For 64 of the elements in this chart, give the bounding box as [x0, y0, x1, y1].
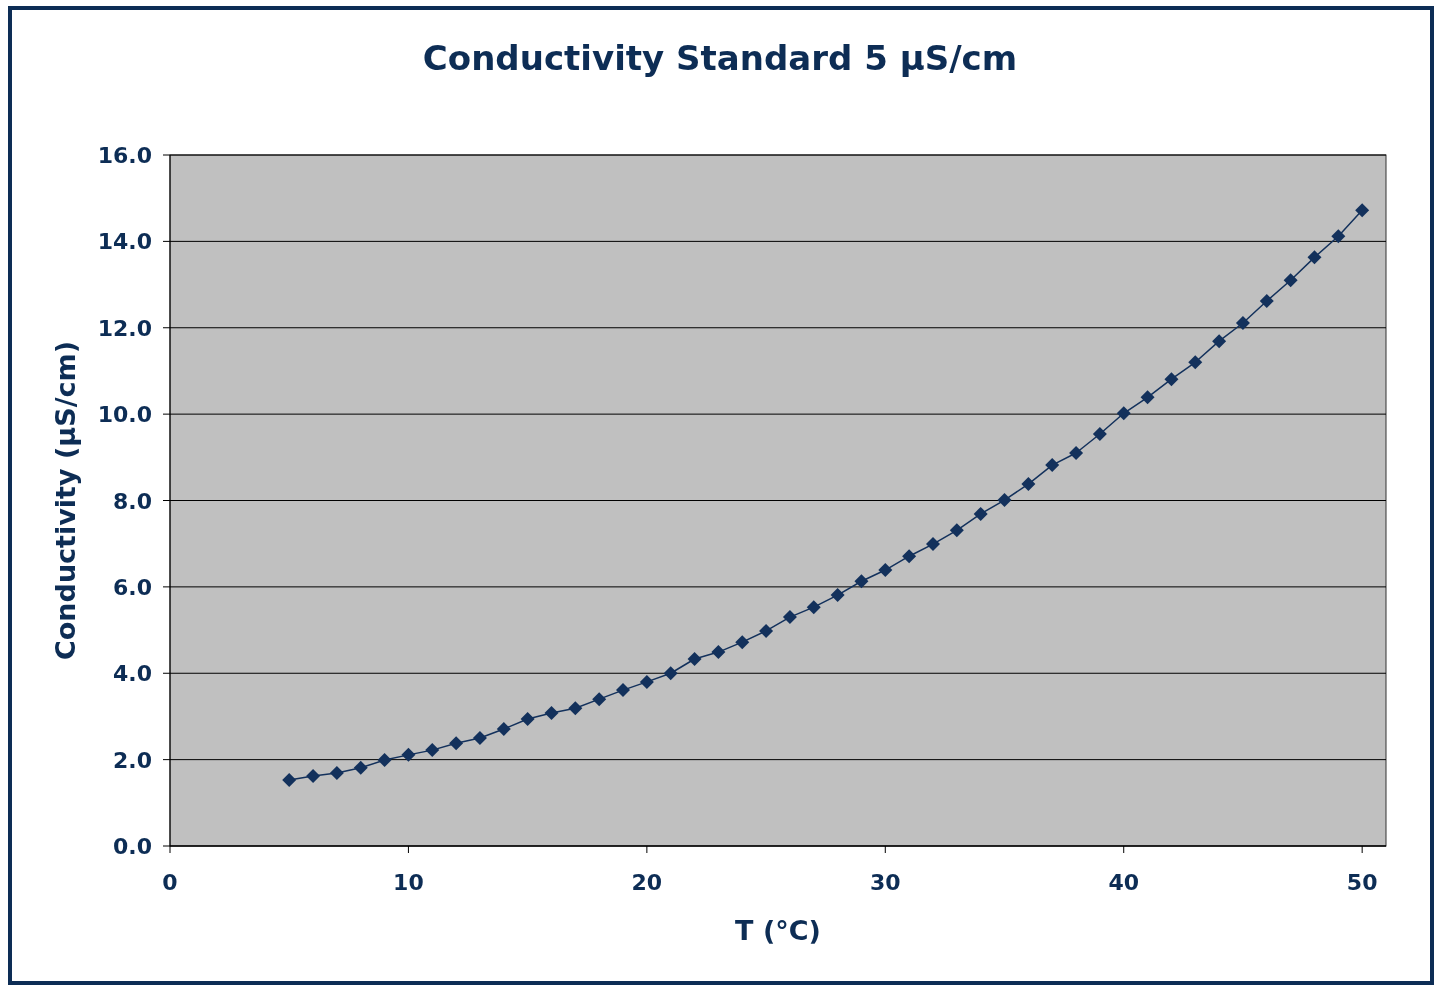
y-tick-label: 16.0	[97, 143, 152, 168]
x-tick-label: 50	[1346, 870, 1378, 895]
point	[592, 692, 607, 707]
point	[854, 574, 869, 589]
point	[687, 652, 702, 666]
x-tick-label: 20	[631, 870, 663, 895]
y-tick-label: 4.0	[113, 661, 152, 687]
point	[401, 747, 416, 762]
point	[1283, 273, 1298, 288]
point	[472, 731, 487, 746]
point	[1212, 334, 1227, 349]
y-tick-label: 8.0	[113, 488, 152, 514]
y-tick-label: 6.0	[113, 574, 152, 600]
point	[1045, 458, 1060, 473]
point	[1116, 406, 1131, 421]
point	[639, 674, 654, 689]
point	[1021, 477, 1036, 492]
point	[568, 701, 583, 716]
point	[1092, 426, 1107, 441]
x-tick-label: 0	[162, 870, 178, 895]
point	[1259, 293, 1274, 308]
y-tick-label: 12.0	[97, 315, 152, 341]
point	[1164, 372, 1179, 387]
point	[616, 683, 631, 698]
point	[353, 760, 368, 775]
point	[1235, 316, 1250, 330]
point	[806, 600, 821, 615]
y-tick-label: 10.0	[97, 402, 152, 428]
point	[830, 588, 845, 603]
x-axis-title: T (°C)	[735, 915, 821, 946]
point	[878, 563, 893, 578]
y-tick-label: 14.0	[97, 229, 152, 255]
point	[377, 753, 392, 768]
point	[1307, 250, 1322, 265]
point	[1331, 229, 1346, 244]
point	[1355, 203, 1370, 218]
point	[997, 493, 1012, 508]
x-tick-label: 30	[869, 870, 901, 895]
point	[782, 610, 797, 625]
x-tick-label: 40	[1108, 870, 1140, 895]
point	[973, 506, 988, 521]
point	[711, 645, 726, 660]
x-tick-label: 10	[393, 870, 424, 895]
point	[663, 666, 678, 681]
point	[1069, 445, 1084, 460]
point	[425, 743, 440, 758]
point	[496, 721, 511, 736]
y-tick-label: 0.0	[113, 834, 152, 859]
chart-title: Conductivity Standard 5 µS/cm	[422, 38, 1018, 78]
point	[925, 537, 940, 552]
y-axis-title: Conductivity (µS/cm)	[50, 340, 81, 661]
point	[282, 772, 297, 787]
point	[1140, 390, 1155, 405]
point	[449, 736, 464, 751]
y-tick-label: 2.0	[113, 747, 152, 773]
point	[949, 523, 964, 538]
point	[759, 623, 774, 638]
point	[520, 712, 535, 727]
point	[329, 766, 344, 781]
point	[735, 635, 750, 650]
point	[1188, 355, 1203, 370]
point	[902, 549, 917, 564]
point	[306, 769, 321, 784]
point	[544, 705, 559, 720]
